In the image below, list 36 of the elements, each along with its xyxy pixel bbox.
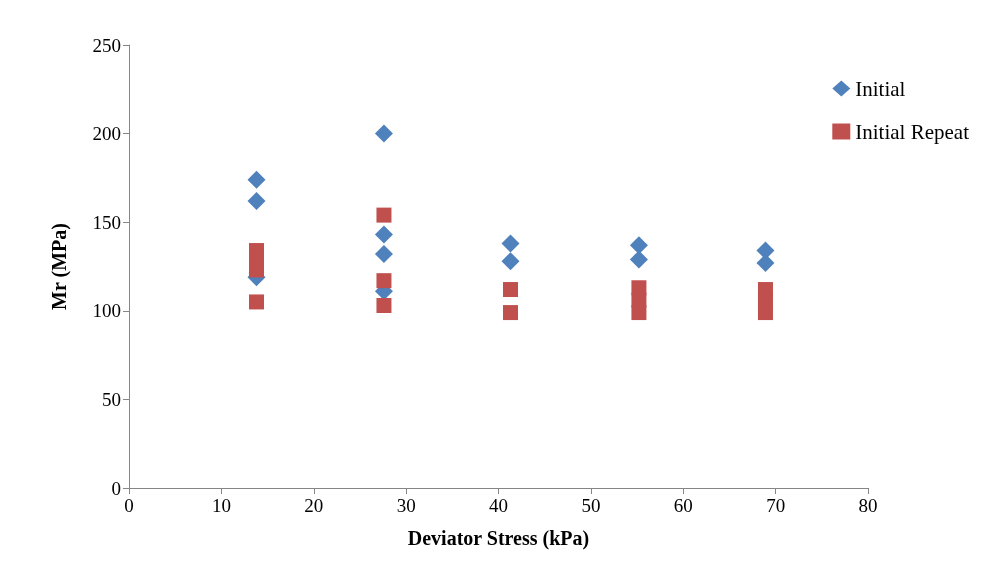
point bbox=[247, 170, 266, 189]
y-tick-label: 150 bbox=[92, 211, 121, 233]
point bbox=[503, 282, 519, 298]
x-tick-label: 20 bbox=[304, 495, 324, 516]
y-axis-title: Mr (MPa) bbox=[48, 223, 71, 310]
x-tick-label: 10 bbox=[211, 495, 231, 516]
legend-label: Initial bbox=[855, 76, 906, 101]
point bbox=[501, 252, 520, 271]
point bbox=[374, 124, 393, 143]
point bbox=[629, 236, 648, 255]
x-tick-label: 70 bbox=[766, 495, 786, 516]
point bbox=[247, 191, 266, 210]
point bbox=[503, 305, 519, 321]
point bbox=[374, 245, 393, 264]
x-tick-label: 30 bbox=[396, 495, 416, 516]
point bbox=[376, 297, 392, 313]
point bbox=[631, 305, 647, 321]
y-tick-label: 50 bbox=[102, 388, 121, 410]
point bbox=[757, 305, 773, 321]
y-tick-label: 0 bbox=[111, 477, 121, 499]
x-axis-title: Deviator Stress (kPa) bbox=[407, 527, 590, 550]
point bbox=[376, 207, 392, 223]
point bbox=[374, 225, 393, 244]
legend-label: Initial Repeat bbox=[855, 119, 970, 144]
point bbox=[248, 294, 264, 310]
y-tick-label: 200 bbox=[92, 123, 121, 145]
x-tick-label: 80 bbox=[858, 495, 878, 516]
y-tick-label: 100 bbox=[92, 300, 121, 322]
point bbox=[501, 234, 520, 253]
y-tick-label: 250 bbox=[92, 34, 121, 56]
x-tick-label: 50 bbox=[581, 495, 601, 516]
x-tick-label: 60 bbox=[673, 495, 693, 516]
point bbox=[376, 273, 392, 289]
point bbox=[629, 250, 648, 269]
x-tick-label: 40 bbox=[489, 495, 508, 516]
x-tick-label: 0 bbox=[124, 495, 134, 516]
